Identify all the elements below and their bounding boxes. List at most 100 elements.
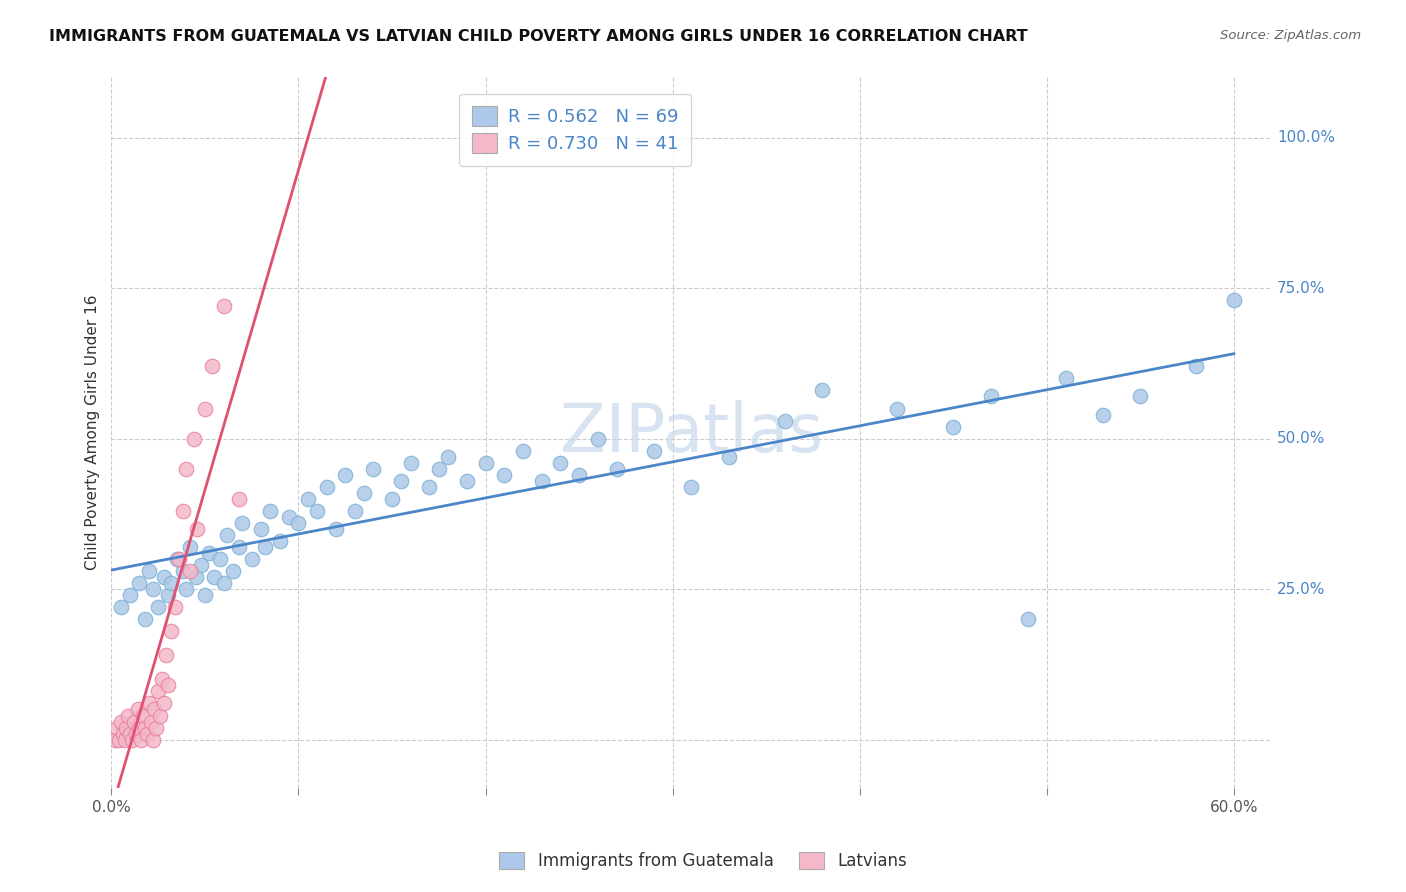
Point [389, 474, 412, 488]
Point [437, 450, 460, 464]
Point [184, 570, 207, 584]
Text: 50.0%: 50.0% [1277, 431, 1326, 446]
Point [474, 456, 496, 470]
Point [222, 564, 245, 578]
Point [139, 714, 162, 729]
Point [1054, 371, 1077, 385]
Point [1185, 359, 1208, 374]
Point [418, 480, 440, 494]
Point [530, 474, 553, 488]
Point [197, 546, 219, 560]
Point [150, 673, 173, 687]
Text: 100.0%: 100.0% [1277, 130, 1336, 145]
Point [353, 485, 375, 500]
Legend: R = 0.562   N = 69, R = 0.730   N = 41: R = 0.562 N = 69, R = 0.730 N = 41 [460, 94, 692, 166]
Point [104, 732, 127, 747]
Point [1017, 612, 1039, 626]
Point [315, 480, 337, 494]
Point [128, 721, 150, 735]
Point [183, 432, 205, 446]
Point [202, 570, 225, 584]
Point [179, 540, 201, 554]
Point [138, 697, 160, 711]
Point [108, 732, 131, 747]
Point [152, 697, 174, 711]
Point [120, 726, 142, 740]
Point [148, 684, 170, 698]
Point [208, 552, 231, 566]
Point [980, 389, 1002, 403]
Point [681, 480, 703, 494]
Point [111, 726, 134, 740]
Point [167, 552, 190, 566]
Point [240, 552, 263, 566]
Point [174, 461, 197, 475]
Point [121, 732, 143, 747]
Point [717, 450, 740, 464]
Point [363, 461, 385, 475]
Point [117, 708, 139, 723]
Point [335, 467, 357, 482]
Text: 75.0%: 75.0% [1277, 281, 1326, 295]
Point [186, 522, 208, 536]
Point [605, 461, 627, 475]
Legend: Immigrants from Guatemala, Latvians: Immigrants from Guatemala, Latvians [492, 845, 914, 877]
Point [212, 299, 235, 313]
Point [134, 721, 156, 735]
Point [942, 419, 965, 434]
Point [568, 467, 591, 482]
Point [1223, 293, 1246, 308]
Point [253, 540, 276, 554]
Point [143, 702, 166, 716]
Point [886, 401, 908, 416]
Point [194, 401, 217, 416]
Point [142, 732, 165, 747]
Point [427, 461, 450, 475]
Point [550, 456, 572, 470]
Point [399, 456, 422, 470]
Point [132, 708, 155, 723]
Y-axis label: Child Poverty Among Girls Under 16: Child Poverty Among Girls Under 16 [86, 295, 100, 570]
Point [343, 504, 366, 518]
Point [381, 491, 404, 506]
Point [1091, 408, 1114, 422]
Point [166, 552, 188, 566]
Point [325, 522, 347, 536]
Point [269, 533, 291, 548]
Point [163, 600, 186, 615]
Point [307, 504, 329, 518]
Point [172, 504, 194, 518]
Point [114, 732, 136, 747]
Point [190, 558, 212, 572]
Point [131, 732, 153, 747]
Point [586, 432, 609, 446]
Point [172, 564, 194, 578]
Point [512, 443, 534, 458]
Point [138, 564, 160, 578]
Point [128, 576, 150, 591]
Point [643, 443, 665, 458]
Point [156, 588, 179, 602]
Point [145, 721, 167, 735]
Text: IMMIGRANTS FROM GUATEMALA VS LATVIAN CHILD POVERTY AMONG GIRLS UNDER 16 CORRELAT: IMMIGRANTS FROM GUATEMALA VS LATVIAN CHI… [49, 29, 1028, 44]
Point [287, 516, 309, 530]
Point [156, 678, 179, 692]
Point [201, 359, 224, 374]
Point [259, 504, 281, 518]
Point [297, 491, 319, 506]
Point [110, 600, 132, 615]
Point [155, 648, 177, 663]
Point [136, 726, 159, 740]
Point [494, 467, 516, 482]
Point [773, 413, 796, 427]
Point [110, 714, 132, 729]
Point [127, 702, 149, 716]
Point [217, 528, 239, 542]
Point [105, 721, 128, 735]
Point [456, 474, 478, 488]
Point [149, 708, 172, 723]
Point [160, 576, 183, 591]
Point [1129, 389, 1152, 403]
Point [179, 564, 201, 578]
Point [231, 516, 253, 530]
